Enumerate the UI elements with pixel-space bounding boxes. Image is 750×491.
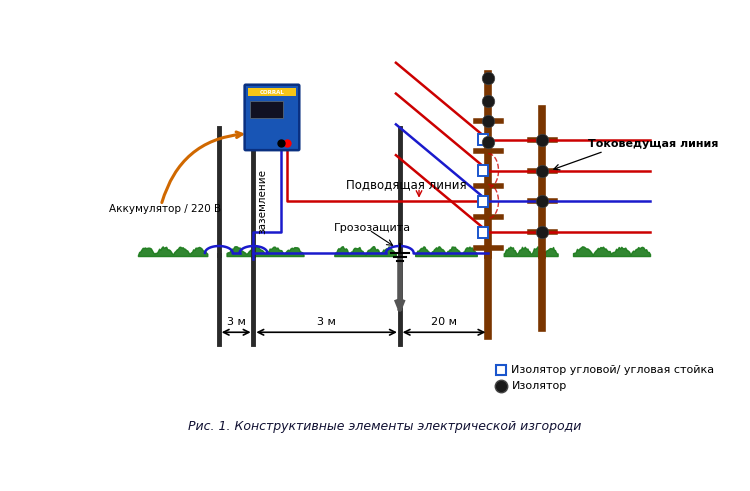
- Bar: [248, 88, 296, 96]
- Text: Изолятор угловой/ угловая стойка: Изолятор угловой/ угловая стойка: [512, 365, 715, 375]
- Text: CORRAL: CORRAL: [260, 89, 284, 95]
- Bar: [478, 135, 488, 145]
- Bar: [478, 227, 488, 238]
- Text: Рис. 1. Конструктивные элементы электрической изгороди: Рис. 1. Конструктивные элементы электрич…: [188, 420, 581, 434]
- Text: 3 м: 3 м: [226, 317, 245, 327]
- FancyBboxPatch shape: [244, 85, 299, 150]
- Bar: [250, 101, 283, 118]
- Text: Грозозащита: Грозозащита: [334, 223, 412, 233]
- Bar: [478, 165, 488, 176]
- Bar: [496, 365, 506, 375]
- Bar: [478, 196, 488, 207]
- Text: Токоведущая линия: Токоведущая линия: [589, 138, 718, 149]
- Text: Подводящая линия: Подводящая линия: [346, 178, 466, 191]
- Text: Аккумулятор / 220 В: Аккумулятор / 220 В: [110, 204, 221, 214]
- Text: 20 м: 20 м: [431, 317, 457, 327]
- Text: 3 м: 3 м: [317, 317, 336, 327]
- Text: Изолятор: Изолятор: [512, 381, 567, 391]
- Text: заземление: заземление: [258, 169, 268, 234]
